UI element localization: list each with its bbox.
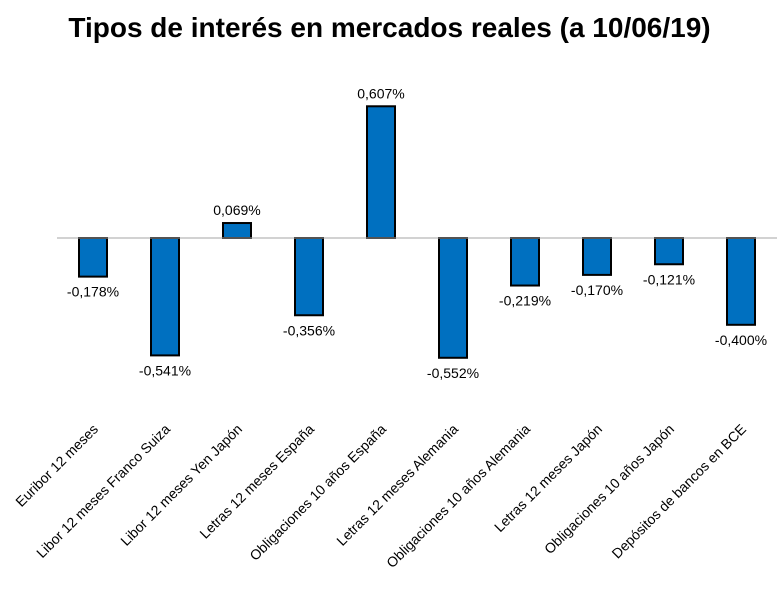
value-labels-group: -0,178% -0,541% 0,069% -0,356% 0,607% -0,552%… xyxy=(67,85,767,381)
bar-value-label: -0,219% xyxy=(499,293,551,309)
bar xyxy=(726,237,756,326)
bar xyxy=(438,237,468,359)
chart-title: Tipos de interés en mercados reales (a 1… xyxy=(68,12,711,43)
bar xyxy=(366,105,396,239)
category-label: Obligaciones 10 años Alemania xyxy=(383,421,533,571)
bar-value-label: -0,552% xyxy=(427,365,479,381)
bar-value-label: -0,170% xyxy=(571,282,623,298)
bar-value-label: 0,607% xyxy=(357,85,404,101)
bar xyxy=(510,237,540,287)
category-label: Obligaciones 10 años España xyxy=(246,421,389,564)
bar xyxy=(294,237,324,317)
category-label: Obligaciones 10 años Japón xyxy=(541,421,677,557)
bar-value-label: 0,069% xyxy=(213,202,260,218)
category-label: Libor 12 meses Franco Suiza xyxy=(33,421,173,561)
bar xyxy=(654,237,684,266)
category-label: Letras 12 meses Alemania xyxy=(333,421,461,549)
bar xyxy=(150,237,180,357)
category-label: Depósitos de bancos en BCE xyxy=(608,421,749,562)
bar xyxy=(222,222,252,239)
bar-value-label: -0,541% xyxy=(139,362,191,378)
bar-value-label: -0,121% xyxy=(643,271,695,287)
bars-group xyxy=(78,105,756,359)
category-label: Libor 12 meses Yen Japón xyxy=(117,421,245,549)
bar-value-label: -0,178% xyxy=(67,284,119,300)
bar xyxy=(582,237,612,276)
bar xyxy=(78,237,108,278)
bar-value-label: -0,400% xyxy=(715,332,767,348)
bar-value-label: -0,356% xyxy=(283,322,335,338)
